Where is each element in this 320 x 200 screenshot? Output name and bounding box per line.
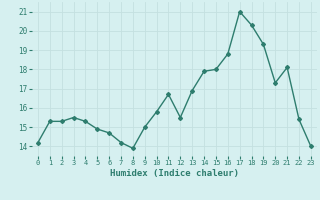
X-axis label: Humidex (Indice chaleur): Humidex (Indice chaleur) [110,169,239,178]
